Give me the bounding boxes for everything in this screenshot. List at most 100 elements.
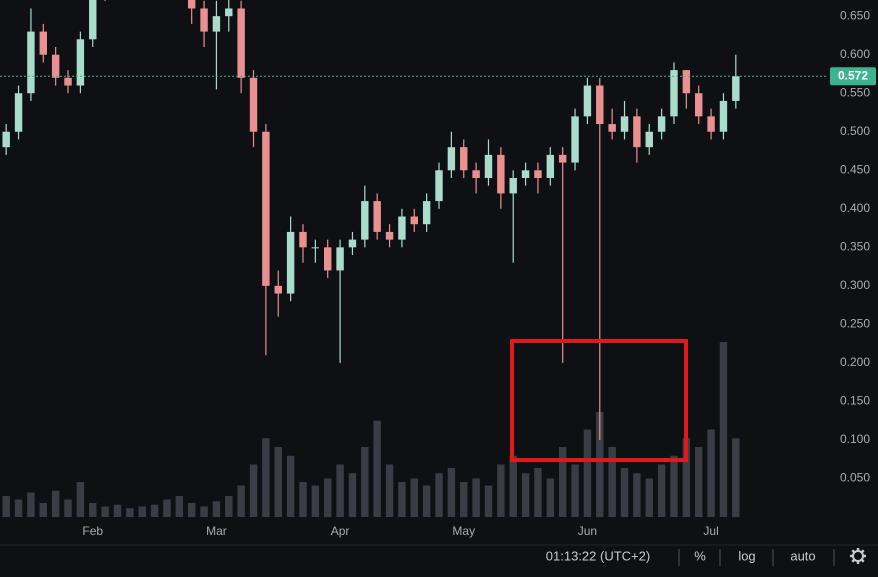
volume-bar [447,468,456,517]
volume-bar [187,503,196,517]
candle-body [187,0,196,9]
volume-bar [670,455,678,517]
volume-bar [571,464,579,517]
volume-bar [620,468,629,517]
volume-bar [27,492,35,517]
y-tick-label: 0.650 [840,8,870,22]
volume-bar [200,506,208,517]
percent-toggle[interactable]: % [694,548,706,563]
volume-bar [299,482,307,517]
volume-bar [398,482,406,517]
volume-bar [596,412,604,517]
volume-bar [274,447,282,517]
candle-body [410,216,418,225]
candle-body [385,231,394,240]
volume-bar [237,485,245,517]
volume-bar [336,464,344,517]
volume-bar [175,496,184,517]
x-tick-label: May [452,524,475,538]
candle-body [398,216,406,240]
volume-bar [583,429,592,517]
volume-bar [113,504,122,517]
x-tick-label: Jun [578,524,597,538]
y-tick-label: 0.350 [840,239,870,253]
volume-bar [460,482,468,517]
candle-body [14,93,23,132]
candle-body [620,116,629,132]
timezone-clock[interactable]: 01:13:22 (UTC+2) [546,548,650,563]
volume-layer [2,342,740,517]
volume-bar [126,508,134,517]
candle-body [645,131,653,148]
candle-body [670,70,678,117]
x-tick-label: Apr [331,524,350,538]
candle-body [262,131,270,286]
volume-bar [361,447,369,517]
candle-body [64,77,72,86]
candle-body [534,170,542,178]
volume-bar [435,473,443,517]
candle-body [324,247,332,271]
volume-bar [163,499,171,517]
x-tick-label: Mar [206,524,227,538]
candle-body [682,70,691,94]
candle-body [89,0,97,40]
candle-body [546,154,555,178]
candle-body [460,147,468,171]
volume-bar [286,455,295,517]
candle-body [2,131,10,148]
volume-bar [497,464,505,517]
volume-bar [51,490,60,517]
candle-body [237,8,245,78]
volume-bar [150,504,159,517]
candle-body [571,116,579,163]
auto-toggle[interactable]: auto [790,548,815,563]
candle-body [521,170,530,178]
y-tick-label: 0.500 [840,124,870,138]
y-tick-label: 0.550 [840,85,870,99]
volume-bar [348,473,357,517]
volume-bar [422,485,431,517]
candle-body [583,85,592,117]
candle-body [695,93,703,117]
volume-bar [558,447,567,517]
volume-bar [373,420,381,517]
volume-bar [249,464,258,517]
volume-bar [385,464,394,517]
volume-bar [2,496,10,517]
candle-body [732,76,740,101]
volume-bar [89,503,97,517]
candle-body [76,39,85,86]
candle-body [422,201,431,225]
log-toggle[interactable]: log [738,548,755,563]
y-tick-label: 0.100 [840,432,870,446]
candle-body [225,8,233,17]
volume-bar [410,478,418,517]
candle-body [311,247,320,249]
last-price-label: 0.572 [838,68,868,82]
volume-bar [39,503,47,517]
candle-body [348,239,357,248]
volume-bar [707,429,715,517]
candle-body [707,116,715,132]
volume-bar [472,478,480,517]
volume-bar [212,501,221,517]
candle-body [509,177,517,194]
candle-body [497,154,505,194]
volume-bar [695,447,703,517]
settings-icon[interactable] [850,548,866,564]
volume-bar [225,496,233,517]
candle-body [200,8,208,32]
volume-bar [64,499,72,517]
volume-bar [645,478,653,517]
candle-body [51,54,60,78]
candle-body [299,231,307,248]
candle-body [435,170,443,202]
volume-bar [484,485,493,517]
volume-bar [534,468,542,517]
highlight-box [510,339,688,462]
candle-body [274,285,282,294]
candle-body [484,154,493,178]
x-tick-label: Feb [82,524,103,538]
